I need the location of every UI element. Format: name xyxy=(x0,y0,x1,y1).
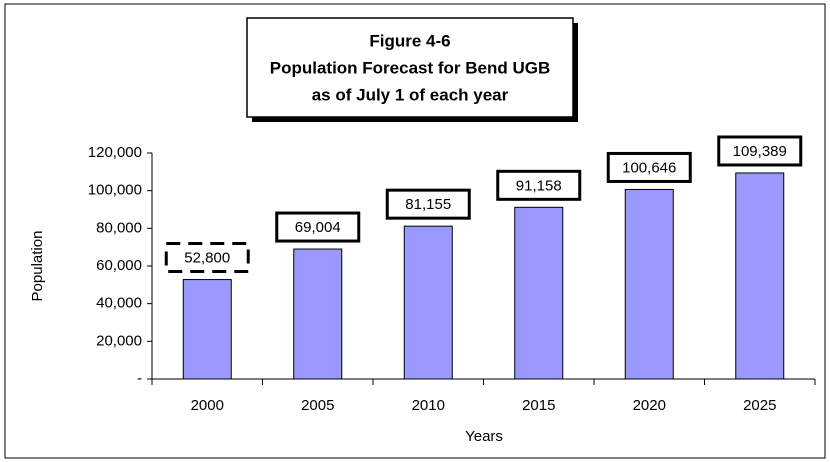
x-axis-label: Years xyxy=(465,428,503,445)
x-tick-label: 2000 xyxy=(191,397,224,414)
title-box xyxy=(246,17,574,118)
data-label-box xyxy=(606,151,692,183)
data-label: 69,004 xyxy=(295,219,341,236)
data-label: 52,800 xyxy=(184,250,230,267)
data-label-box xyxy=(385,188,471,220)
x-tick-label: 2010 xyxy=(412,397,445,414)
x-tick-label: 2005 xyxy=(301,397,334,414)
x-tick-label: 2015 xyxy=(522,397,555,414)
y-tick-label: 40,000 xyxy=(96,295,142,312)
data-label: 100,646 xyxy=(622,159,676,176)
data-label: 81,155 xyxy=(405,196,451,213)
y-tick-label: - xyxy=(137,370,142,387)
bar xyxy=(514,206,564,380)
bar xyxy=(182,279,232,380)
data-label-box xyxy=(496,169,582,201)
bar xyxy=(735,172,785,380)
data-label: 91,158 xyxy=(516,177,562,194)
y-tick-label: 20,000 xyxy=(96,332,142,349)
chart-title: as of July 1 of each year xyxy=(312,85,509,104)
data-label-box xyxy=(275,211,361,243)
y-tick-label: 80,000 xyxy=(96,219,142,236)
bar xyxy=(293,248,343,380)
y-axis-label: Population xyxy=(29,231,46,302)
bar xyxy=(624,188,674,380)
data-label-box xyxy=(164,242,250,274)
x-tick-label: 2020 xyxy=(633,397,666,414)
chart-title: Figure 4-6 xyxy=(369,31,450,50)
bar xyxy=(403,225,453,380)
data-label: 109,389 xyxy=(733,143,787,160)
chart-title: Population Forecast for Bend UGB xyxy=(270,58,551,77)
y-tick-label: 100,000 xyxy=(88,182,142,199)
y-tick-label: 120,000 xyxy=(88,144,142,161)
data-label-box xyxy=(717,135,803,167)
x-tick-label: 2025 xyxy=(743,397,776,414)
y-tick-label: 60,000 xyxy=(96,257,142,274)
